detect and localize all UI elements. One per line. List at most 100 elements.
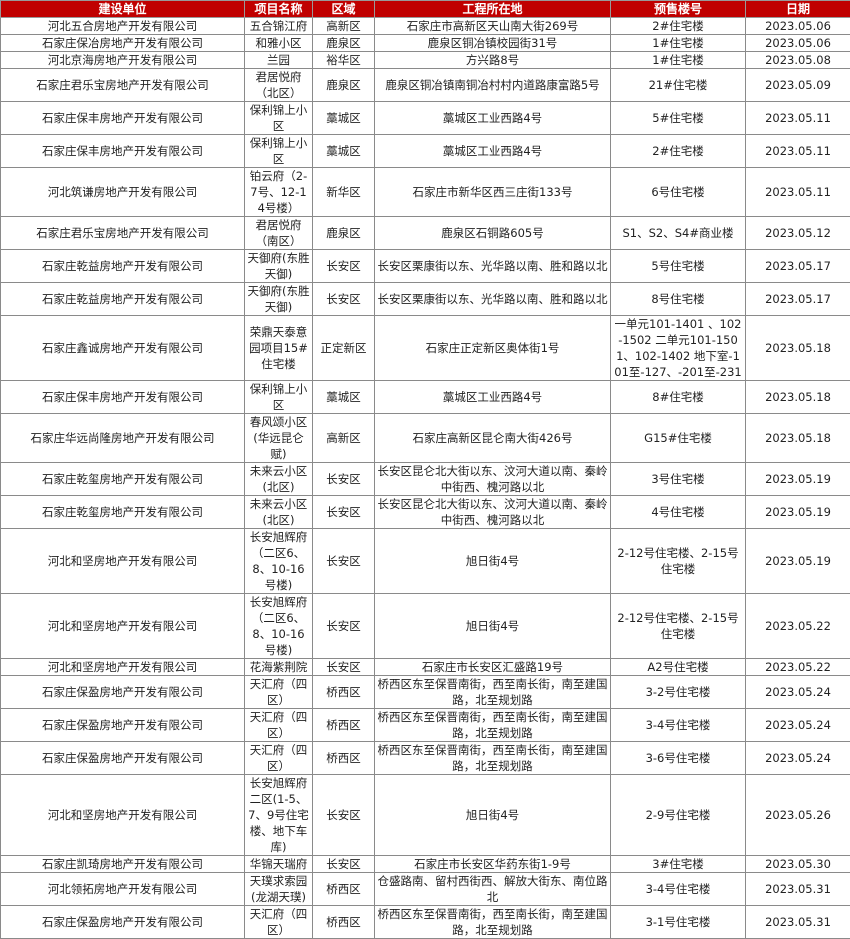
cell-district: 新华区 bbox=[313, 168, 375, 217]
cell-date: 2023.05.12 bbox=[746, 217, 850, 250]
cell-project: 长安旭辉府（二区6、8、10-16号楼) bbox=[245, 529, 313, 594]
cell-date: 2023.05.31 bbox=[746, 906, 850, 939]
cell-developer: 石家庄乾益房地产开发有限公司 bbox=[1, 283, 245, 316]
cell-address: 桥西区东至保晋南街，西至南长街，南至建国路，北至规划路 bbox=[375, 709, 611, 742]
table-row: 石家庄乾玺房地产开发有限公司未来云小区(北区)长安区长安区昆仑北大街以东、汶河大… bbox=[1, 463, 850, 496]
cell-project: 保利锦上小区 bbox=[245, 102, 313, 135]
cell-date: 2023.05.11 bbox=[746, 168, 850, 217]
cell-district: 长安区 bbox=[313, 856, 375, 873]
cell-address: 长安区昆仑北大街以东、汶河大道以南、秦岭中街西、槐河路以北 bbox=[375, 463, 611, 496]
cell-district: 桥西区 bbox=[313, 742, 375, 775]
cell-address: 藁城区工业西路4号 bbox=[375, 381, 611, 414]
cell-address: 石家庄市高新区天山南大街269号 bbox=[375, 18, 611, 35]
header-project: 项目名称 bbox=[245, 1, 313, 18]
cell-date: 2023.05.06 bbox=[746, 18, 850, 35]
table-body: 河北五合房地产开发有限公司五合锦江府高新区 石家庄市高新区天山南大街269号 2#住… bbox=[1, 18, 850, 939]
table-row: 石家庄保盈房地产开发有限公司天汇府（四区）桥西区桥西区东至保晋南街，西至南长街，… bbox=[1, 676, 850, 709]
cell-address: 石家庄高新区昆仑南大街426号 bbox=[375, 414, 611, 463]
cell-developer: 河北和坚房地产开发有限公司 bbox=[1, 594, 245, 659]
cell-district: 裕华区 bbox=[313, 52, 375, 69]
cell-district: 长安区 bbox=[313, 283, 375, 316]
cell-district: 长安区 bbox=[313, 496, 375, 529]
cell-address: 方兴路8号 bbox=[375, 52, 611, 69]
cell-developer: 石家庄保丰房地产开发有限公司 bbox=[1, 102, 245, 135]
cell-date: 2023.05.18 bbox=[746, 316, 850, 381]
cell-address: 鹿泉区铜冶镇校园街31号 bbox=[375, 35, 611, 52]
cell-project: 天汇府（四区） bbox=[245, 742, 313, 775]
cell-date: 2023.05.17 bbox=[746, 250, 850, 283]
cell-developer: 河北和坚房地产开发有限公司 bbox=[1, 659, 245, 676]
cell-buildings: 3#住宅楼 bbox=[611, 856, 746, 873]
table-row: 石家庄乾益房地产开发有限公司天御府(东胜天御)长安区长安区栗康街以东、光华路以南… bbox=[1, 250, 850, 283]
cell-developer: 河北五合房地产开发有限公司 bbox=[1, 18, 245, 35]
cell-buildings: 2#住宅楼 bbox=[611, 135, 746, 168]
cell-developer: 石家庄华远尚隆房地产开发有限公司 bbox=[1, 414, 245, 463]
cell-developer: 石家庄保丰房地产开发有限公司 bbox=[1, 135, 245, 168]
cell-project: 未来云小区(北区) bbox=[245, 463, 313, 496]
cell-project: 铂云府（2-7号、12-14号楼） bbox=[245, 168, 313, 217]
cell-address: 桥西区东至保晋南街，西至南长街，南至建国路，北至规划路 bbox=[375, 676, 611, 709]
cell-district: 长安区 bbox=[313, 594, 375, 659]
cell-district: 长安区 bbox=[313, 250, 375, 283]
cell-developer: 河北和坚房地产开发有限公司 bbox=[1, 529, 245, 594]
cell-address: 旭日街4号 bbox=[375, 594, 611, 659]
cell-date: 2023.05.18 bbox=[746, 381, 850, 414]
cell-developer: 石家庄鑫诚房地产开发有限公司 bbox=[1, 316, 245, 381]
cell-district: 桥西区 bbox=[313, 676, 375, 709]
cell-project: 天璞求索园(龙湖天璞) bbox=[245, 873, 313, 906]
cell-developer: 石家庄保盈房地产开发有限公司 bbox=[1, 742, 245, 775]
cell-project: 未来云小区(北区) bbox=[245, 496, 313, 529]
cell-date: 2023.05.08 bbox=[746, 52, 850, 69]
cell-date: 2023.05.19 bbox=[746, 463, 850, 496]
table-row: 石家庄君乐宝房地产开发有限公司君居悦府（北区）鹿泉区鹿泉区铜冶镇南铜冶村村内道路… bbox=[1, 69, 850, 102]
cell-project: 华锦天瑞府 bbox=[245, 856, 313, 873]
cell-address: 藁城区工业西路4号 bbox=[375, 135, 611, 168]
cell-district: 藁城区 bbox=[313, 381, 375, 414]
cell-buildings: 3-2号住宅楼 bbox=[611, 676, 746, 709]
cell-buildings: 2-12号住宅楼、2-15号住宅楼 bbox=[611, 594, 746, 659]
cell-district: 高新区 bbox=[313, 414, 375, 463]
table-row: 石家庄保盈房地产开发有限公司天汇府（四区）桥西区桥西区东至保晋南街，西至南长街，… bbox=[1, 742, 850, 775]
header-address: 工程所在地 bbox=[375, 1, 611, 18]
cell-date: 2023.05.19 bbox=[746, 496, 850, 529]
cell-developer: 河北领拓房地产开发有限公司 bbox=[1, 873, 245, 906]
cell-district: 长安区 bbox=[313, 775, 375, 856]
cell-developer: 石家庄保盈房地产开发有限公司 bbox=[1, 906, 245, 939]
cell-developer: 石家庄乾玺房地产开发有限公司 bbox=[1, 496, 245, 529]
cell-buildings: 3-6号住宅楼 bbox=[611, 742, 746, 775]
cell-address: 石家庄正定新区奥体街1号 bbox=[375, 316, 611, 381]
cell-project: 五合锦江府 bbox=[245, 18, 313, 35]
cell-address: 石家庄市长安区华药东街1-9号 bbox=[375, 856, 611, 873]
cell-buildings: 一单元101-1401 、102-1502 二单元101-1501、102-14… bbox=[611, 316, 746, 381]
cell-district: 鹿泉区 bbox=[313, 35, 375, 52]
cell-buildings: 4号住宅楼 bbox=[611, 496, 746, 529]
cell-district: 正定新区 bbox=[313, 316, 375, 381]
cell-buildings: 3-4号住宅楼 bbox=[611, 709, 746, 742]
cell-date: 2023.05.24 bbox=[746, 709, 850, 742]
cell-address: 鹿泉区石铜路605号 bbox=[375, 217, 611, 250]
cell-address: 长安区栗康街以东、光华路以南、胜和路以北 bbox=[375, 283, 611, 316]
cell-date: 2023.05.24 bbox=[746, 676, 850, 709]
cell-date: 2023.05.22 bbox=[746, 594, 850, 659]
cell-address: 旭日街4号 bbox=[375, 529, 611, 594]
cell-project: 保利锦上小区 bbox=[245, 135, 313, 168]
cell-buildings: A2号住宅楼 bbox=[611, 659, 746, 676]
cell-date: 2023.05.30 bbox=[746, 856, 850, 873]
cell-developer: 石家庄保冶房地产开发有限公司 bbox=[1, 35, 245, 52]
cell-buildings: 3-1号住宅楼 bbox=[611, 906, 746, 939]
cell-buildings: 8号住宅楼 bbox=[611, 283, 746, 316]
cell-buildings: 1#住宅楼 bbox=[611, 35, 746, 52]
cell-developer: 石家庄君乐宝房地产开发有限公司 bbox=[1, 69, 245, 102]
table-row: 河北和坚房地产开发有限公司长安旭辉府（二区6、8、10-16号楼)长安区旭日街4… bbox=[1, 529, 850, 594]
cell-buildings: 8#住宅楼 bbox=[611, 381, 746, 414]
cell-project: 天汇府（四区） bbox=[245, 906, 313, 939]
table-row: 河北和坚房地产开发有限公司长安旭辉府二区(1-5、7、9号住宅楼、地下车库)长安… bbox=[1, 775, 850, 856]
cell-address: 藁城区工业西路4号 bbox=[375, 102, 611, 135]
cell-district: 鹿泉区 bbox=[313, 217, 375, 250]
